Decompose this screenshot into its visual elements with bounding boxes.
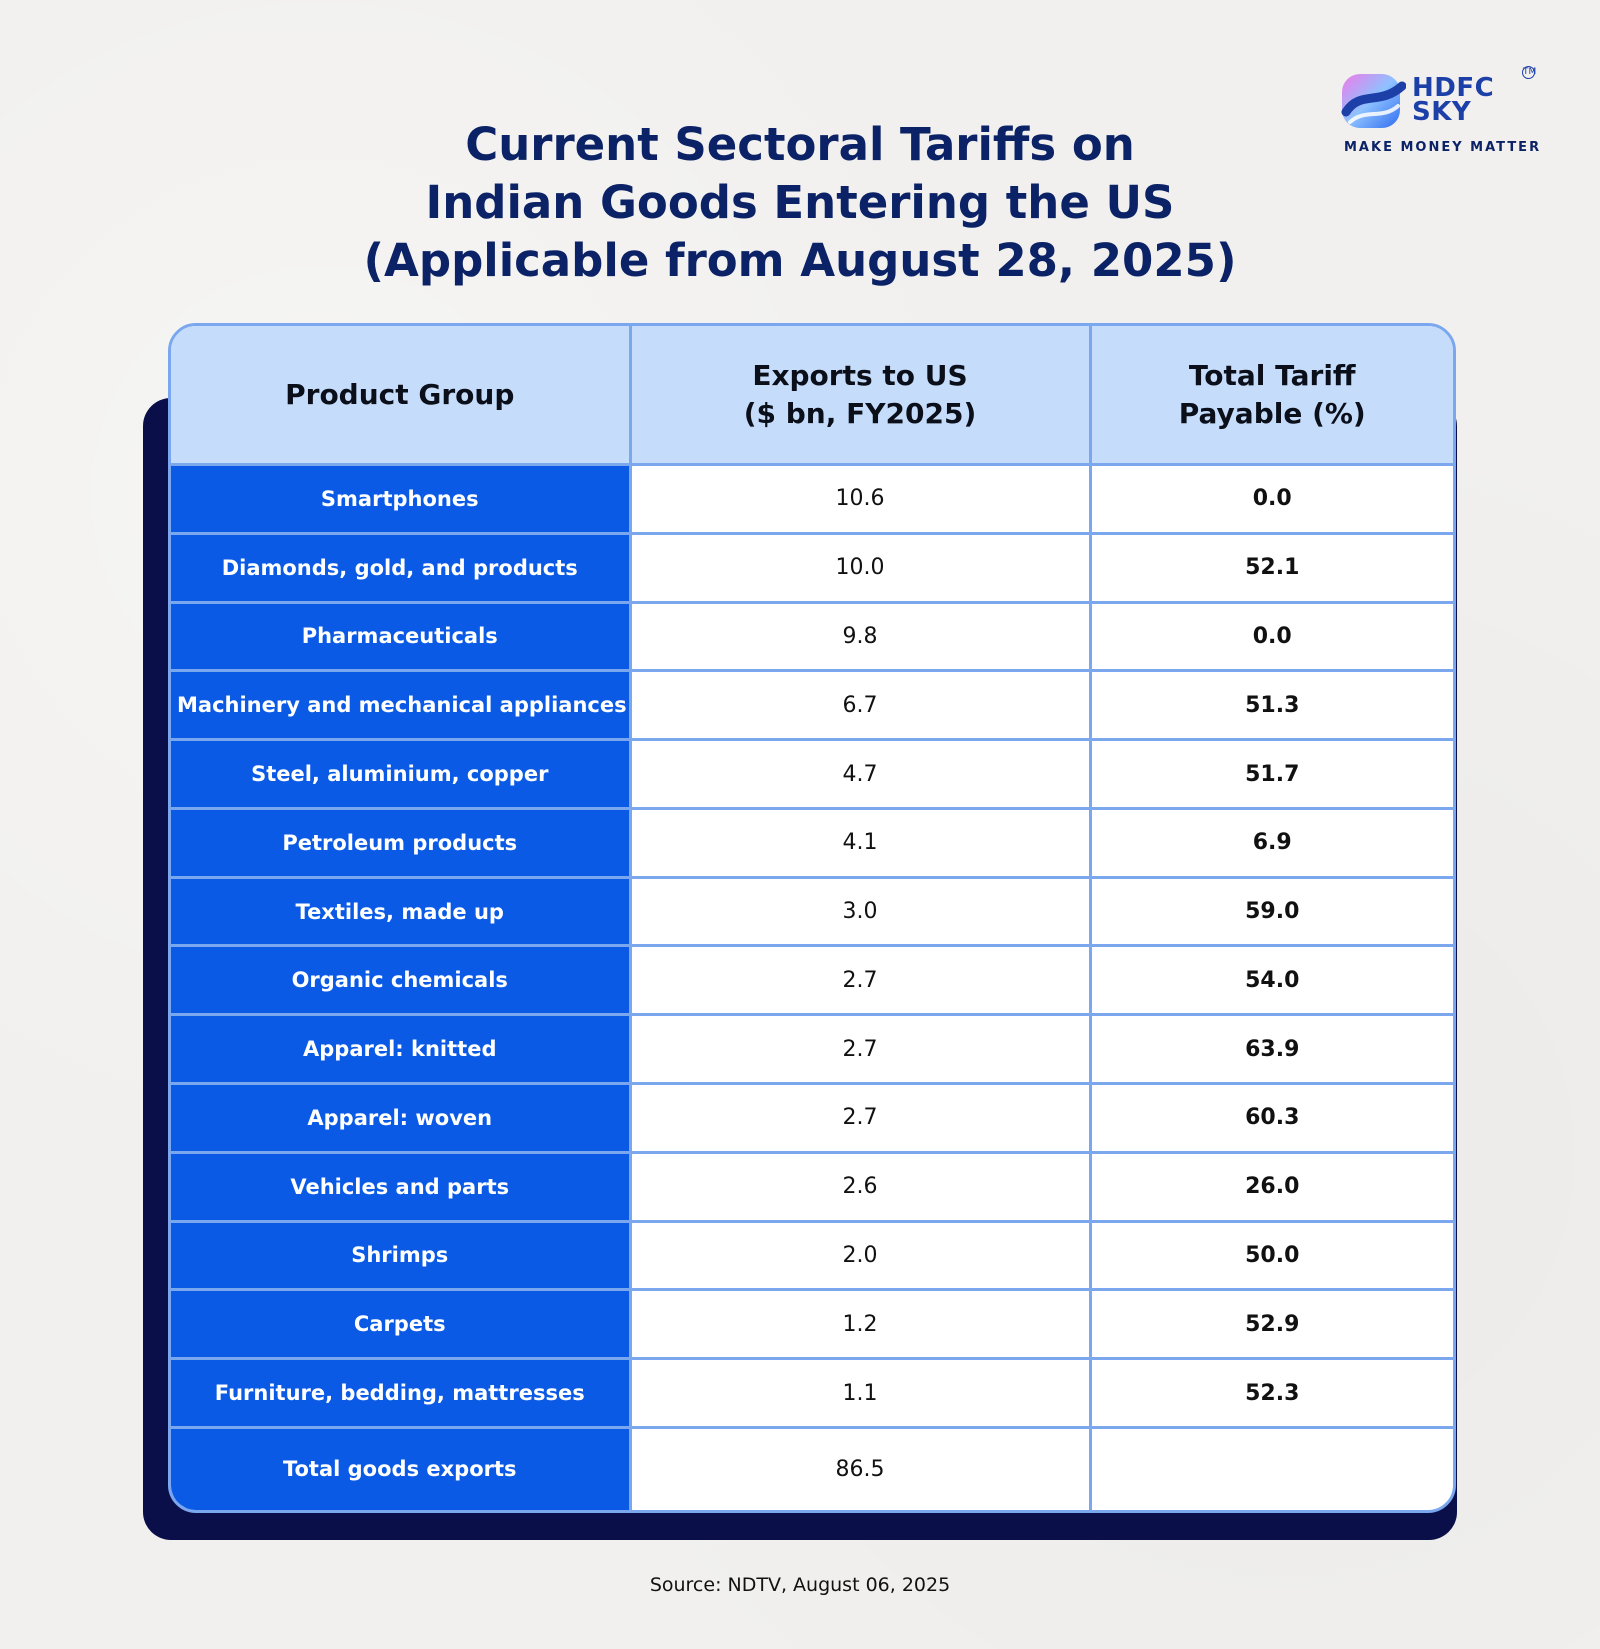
cell-tariff-value: 50.0 [1090, 1221, 1453, 1292]
cell-product-group: Apparel: knitted [171, 1014, 632, 1086]
cell-exports-value: 9.8 [630, 602, 1092, 673]
table-row: Steel, aluminium, copper 4.7 51.7 [171, 739, 1453, 810]
cell-tariff-value: 52.3 [1090, 1358, 1453, 1429]
table-header-row: Product Group Exports to US ($ bn, FY202… [171, 326, 1453, 466]
title-line-3: (Applicable from August 28, 2025) [363, 234, 1237, 287]
page-title: Current Sectoral Tariffs on Indian Goods… [300, 116, 1300, 290]
cell-product-group: Steel, aluminium, copper [171, 739, 632, 810]
cell-exports-value: 3.0 [630, 877, 1092, 948]
cell-tariff-value: 52.1 [1090, 533, 1453, 604]
cell-tariff-value: 0.0 [1090, 464, 1453, 535]
cell-tariff-value [1090, 1427, 1453, 1510]
table-row: Furniture, bedding, mattresses 1.1 52.3 [171, 1358, 1453, 1429]
table-row: Carpets 1.2 52.9 [171, 1289, 1453, 1361]
cell-tariff-value: 63.9 [1090, 1014, 1453, 1086]
cell-exports-value: 2.0 [630, 1221, 1092, 1292]
cell-product-group: Smartphones [171, 464, 632, 535]
cell-product-group: Diamonds, gold, and products [171, 533, 632, 604]
brand-tagline: MAKE MONEY MATTER [1344, 140, 1542, 155]
cell-tariff-value: 0.0 [1090, 602, 1453, 673]
cell-exports-value: 10.6 [630, 464, 1092, 535]
cell-exports-value: 2.7 [630, 1014, 1092, 1086]
table-row: Shrimps 2.0 50.0 [171, 1221, 1453, 1292]
cell-exports-value: 6.7 [630, 670, 1092, 742]
source-note: Source: NDTV, August 06, 2025 [649, 1574, 951, 1596]
cell-exports-value: 2.6 [630, 1152, 1092, 1223]
table-row: Apparel: knitted 2.7 63.9 [171, 1014, 1453, 1086]
header-tariff: Total Tariff Payable (%) [1090, 326, 1453, 466]
table-row: Petroleum products 4.1 6.9 [171, 808, 1453, 879]
header-exports: Exports to US ($ bn, FY2025) [630, 326, 1092, 466]
table-row: Organic chemicals 2.7 54.0 [171, 945, 1453, 1017]
cell-product-group: Vehicles and parts [171, 1152, 632, 1223]
brand-name-line1: HDFC [1412, 73, 1495, 103]
header-product-group: Product Group [171, 326, 632, 466]
table-row: Pharmaceuticals 9.8 0.0 [171, 602, 1453, 673]
cell-product-group: Carpets [171, 1289, 632, 1361]
brand-logo: HDFC SKY TM MAKE MONEY MATTER [1340, 66, 1540, 158]
cell-product-group: Apparel: woven [171, 1083, 632, 1154]
cell-product-group: Petroleum products [171, 808, 632, 879]
header-exports-line1: Exports to US [752, 358, 968, 392]
brand-name-line2: SKY [1412, 97, 1472, 127]
table-row: Diamonds, gold, and products 10.0 52.1 [171, 533, 1453, 604]
tariff-table-container: Product Group Exports to US ($ bn, FY202… [168, 323, 1456, 1513]
table-row: Textiles, made up 3.0 59.0 [171, 877, 1453, 948]
cell-exports-value: 86.5 [630, 1427, 1092, 1510]
title-line-2: Indian Goods Entering the US [425, 176, 1175, 229]
brand-name: HDFC SKY [1412, 73, 1495, 127]
cell-product-group: Textiles, made up [171, 877, 632, 948]
header-exports-line2: ($ bn, FY2025) [743, 396, 977, 430]
header-tariff-line1: Total Tariff [1188, 358, 1356, 392]
cell-tariff-value: 59.0 [1090, 877, 1453, 948]
cell-exports-value: 2.7 [630, 1083, 1092, 1154]
cell-product-group: Machinery and mechanical appliances [171, 670, 632, 742]
cell-product-group: Shrimps [171, 1221, 632, 1292]
table-row: Vehicles and parts 2.6 26.0 [171, 1152, 1453, 1223]
trademark-icon: TM [1522, 66, 1537, 79]
cell-product-group: Organic chemicals [171, 945, 632, 1017]
cell-tariff-value: 26.0 [1090, 1152, 1453, 1223]
table-row: Machinery and mechanical appliances 6.7 51… [171, 670, 1453, 742]
table-body: Smartphones 10.6 0.0 Diamonds, gold, and pr… [171, 464, 1453, 1510]
cell-exports-value: 10.0 [630, 533, 1092, 604]
cell-product-group: Total goods exports [171, 1427, 632, 1510]
cell-product-group: Pharmaceuticals [171, 602, 632, 673]
cell-exports-value: 1.1 [630, 1358, 1092, 1429]
cell-exports-value: 4.1 [630, 808, 1092, 879]
table-row: Smartphones 10.6 0.0 [171, 464, 1453, 535]
cell-exports-value: 4.7 [630, 739, 1092, 810]
hdfc-sky-logo-icon [1341, 74, 1406, 128]
cell-exports-value: 2.7 [630, 945, 1092, 1017]
cell-exports-value: 1.2 [630, 1289, 1092, 1361]
cell-tariff-value: 60.3 [1090, 1083, 1453, 1154]
header-product-label: Product Group [285, 377, 515, 411]
cell-product-group: Furniture, bedding, mattresses [171, 1358, 632, 1429]
cell-tariff-value: 51.7 [1090, 739, 1453, 810]
cell-tariff-value: 52.9 [1090, 1289, 1453, 1361]
tariff-table: Product Group Exports to US ($ bn, FY202… [171, 326, 1453, 1510]
cell-tariff-value: 54.0 [1090, 945, 1453, 1017]
cell-tariff-value: 6.9 [1090, 808, 1453, 879]
header-tariff-line2: Payable (%) [1178, 396, 1366, 430]
title-line-1: Current Sectoral Tariffs on [465, 118, 1135, 171]
table-row: Apparel: woven 2.7 60.3 [171, 1083, 1453, 1154]
table-row: Total goods exports 86.5 [171, 1427, 1453, 1510]
cell-tariff-value: 51.3 [1090, 670, 1453, 742]
